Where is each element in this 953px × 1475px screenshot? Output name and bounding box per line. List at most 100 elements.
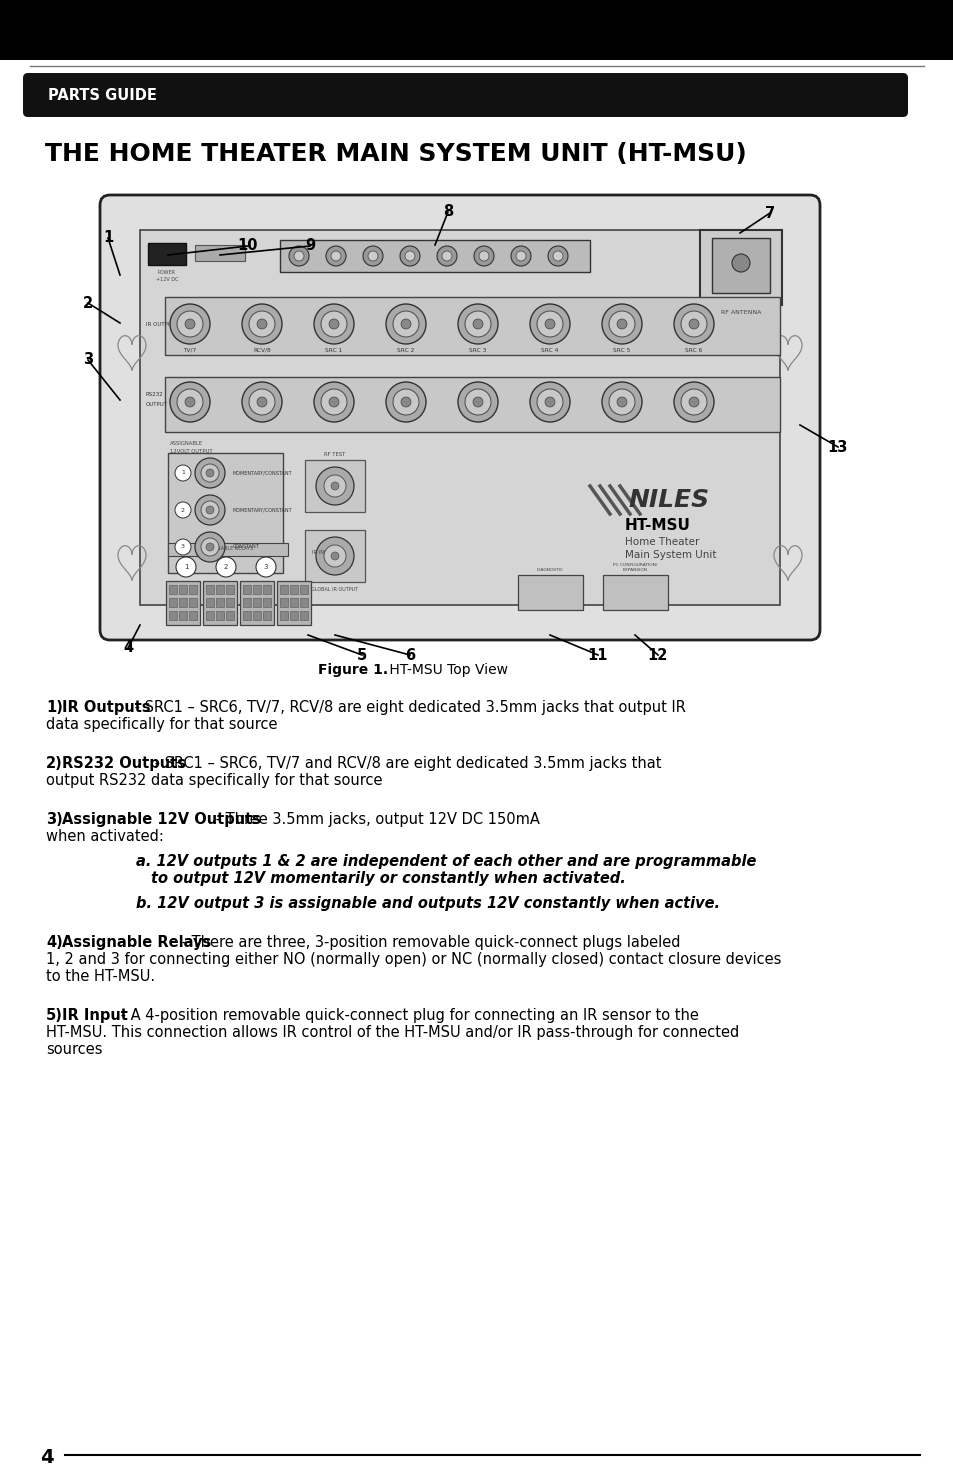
Text: 4: 4 — [123, 640, 132, 655]
Text: - Three 3.5mm jacks, output 12V DC 150mA: - Three 3.5mm jacks, output 12V DC 150mA — [211, 813, 539, 827]
Circle shape — [731, 254, 749, 271]
Text: 3): 3) — [46, 813, 63, 827]
Bar — [169, 597, 177, 608]
Circle shape — [673, 382, 713, 422]
Text: - There are three, 3-position removable quick-connect plugs labeled: - There are three, 3-position removable … — [177, 935, 680, 950]
Text: SRC 2: SRC 2 — [396, 348, 415, 353]
Circle shape — [386, 304, 426, 344]
Bar — [602, 575, 667, 611]
Circle shape — [436, 246, 456, 266]
Text: SRC 4: SRC 4 — [540, 348, 558, 353]
Bar — [194, 245, 245, 261]
Text: 1: 1 — [184, 563, 188, 569]
Circle shape — [185, 397, 194, 407]
Circle shape — [324, 544, 346, 566]
Circle shape — [547, 246, 567, 266]
Text: output RS232 data specifically for that source: output RS232 data specifically for that … — [46, 773, 382, 788]
Text: IR Outputs: IR Outputs — [62, 701, 150, 715]
Circle shape — [314, 382, 354, 422]
Text: RF TEST: RF TEST — [324, 451, 345, 457]
Text: +12V DC: +12V DC — [155, 277, 178, 282]
Text: a. 12V outputs 1 & 2 are independent of each other and are programmable: a. 12V outputs 1 & 2 are independent of … — [136, 854, 756, 869]
Circle shape — [537, 389, 562, 414]
Circle shape — [393, 311, 418, 336]
Text: Main System Unit: Main System Unit — [624, 550, 716, 560]
Bar — [253, 586, 261, 594]
Text: SRC 3: SRC 3 — [469, 348, 486, 353]
Circle shape — [174, 502, 191, 518]
Text: RF ANTENNA: RF ANTENNA — [720, 310, 760, 316]
Text: THE HOME THEATER MAIN SYSTEM UNIT (HT-MSU): THE HOME THEATER MAIN SYSTEM UNIT (HT-MS… — [45, 142, 746, 167]
Text: NILES: NILES — [627, 488, 708, 512]
Circle shape — [405, 251, 415, 261]
Text: OUTPUT: OUTPUT — [146, 403, 168, 407]
Circle shape — [315, 537, 354, 575]
Bar — [243, 586, 251, 594]
Circle shape — [201, 502, 219, 519]
Text: Assignable 12V Outputs: Assignable 12V Outputs — [62, 813, 260, 827]
Text: 1: 1 — [181, 471, 185, 475]
Text: 13: 13 — [827, 440, 847, 454]
Text: IR OUTPUT: IR OUTPUT — [146, 322, 175, 326]
Text: 2): 2) — [46, 757, 63, 771]
Bar — [168, 543, 288, 556]
Circle shape — [601, 382, 641, 422]
Bar — [169, 611, 177, 620]
Bar — [169, 586, 177, 594]
Circle shape — [530, 382, 569, 422]
Circle shape — [544, 319, 555, 329]
Text: Figure 1.: Figure 1. — [317, 662, 388, 677]
Bar — [203, 581, 236, 625]
Circle shape — [170, 304, 210, 344]
Bar — [240, 581, 274, 625]
Circle shape — [441, 251, 452, 261]
Bar — [148, 243, 186, 266]
FancyBboxPatch shape — [100, 195, 820, 640]
Text: SRC 1: SRC 1 — [325, 348, 342, 353]
Circle shape — [175, 558, 195, 577]
Text: b. 12V output 3 is assignable and outputs 12V constantly when active.: b. 12V output 3 is assignable and output… — [136, 895, 720, 912]
Circle shape — [326, 246, 346, 266]
Circle shape — [320, 311, 347, 336]
Circle shape — [185, 319, 194, 329]
Text: 3: 3 — [83, 353, 93, 367]
Text: sources: sources — [46, 1041, 102, 1058]
Bar — [189, 586, 196, 594]
Circle shape — [177, 311, 203, 336]
Text: 1): 1) — [46, 701, 63, 715]
Bar — [711, 237, 769, 294]
Text: 12: 12 — [647, 648, 667, 662]
Text: RCV/8: RCV/8 — [253, 348, 271, 353]
Text: to output 12V momentarily or constantly when activated.: to output 12V momentarily or constantly … — [151, 872, 625, 886]
Text: HT-MSU: HT-MSU — [624, 519, 690, 534]
Bar — [168, 453, 283, 572]
Circle shape — [680, 389, 706, 414]
Circle shape — [688, 319, 699, 329]
FancyBboxPatch shape — [23, 72, 907, 117]
Circle shape — [242, 304, 282, 344]
Bar — [299, 597, 308, 608]
Bar — [305, 460, 365, 512]
Bar — [280, 597, 288, 608]
Circle shape — [206, 506, 213, 513]
Bar — [263, 586, 271, 594]
Text: SRC 5: SRC 5 — [613, 348, 630, 353]
Circle shape — [516, 251, 525, 261]
Bar — [179, 611, 187, 620]
Bar — [280, 611, 288, 620]
Circle shape — [174, 538, 191, 555]
Text: RS232 Outputs: RS232 Outputs — [62, 757, 186, 771]
Text: 2: 2 — [83, 295, 93, 311]
Circle shape — [331, 482, 338, 490]
Bar — [305, 530, 365, 583]
Circle shape — [473, 397, 482, 407]
Text: GLOBAL IR OUTPUT: GLOBAL IR OUTPUT — [311, 587, 358, 591]
Text: HT-MSU Top View: HT-MSU Top View — [385, 662, 507, 677]
Circle shape — [553, 251, 562, 261]
Bar — [263, 611, 271, 620]
Circle shape — [206, 469, 213, 476]
Bar — [276, 581, 311, 625]
Text: Assignable Relays: Assignable Relays — [62, 935, 211, 950]
Circle shape — [289, 246, 309, 266]
Circle shape — [256, 397, 267, 407]
